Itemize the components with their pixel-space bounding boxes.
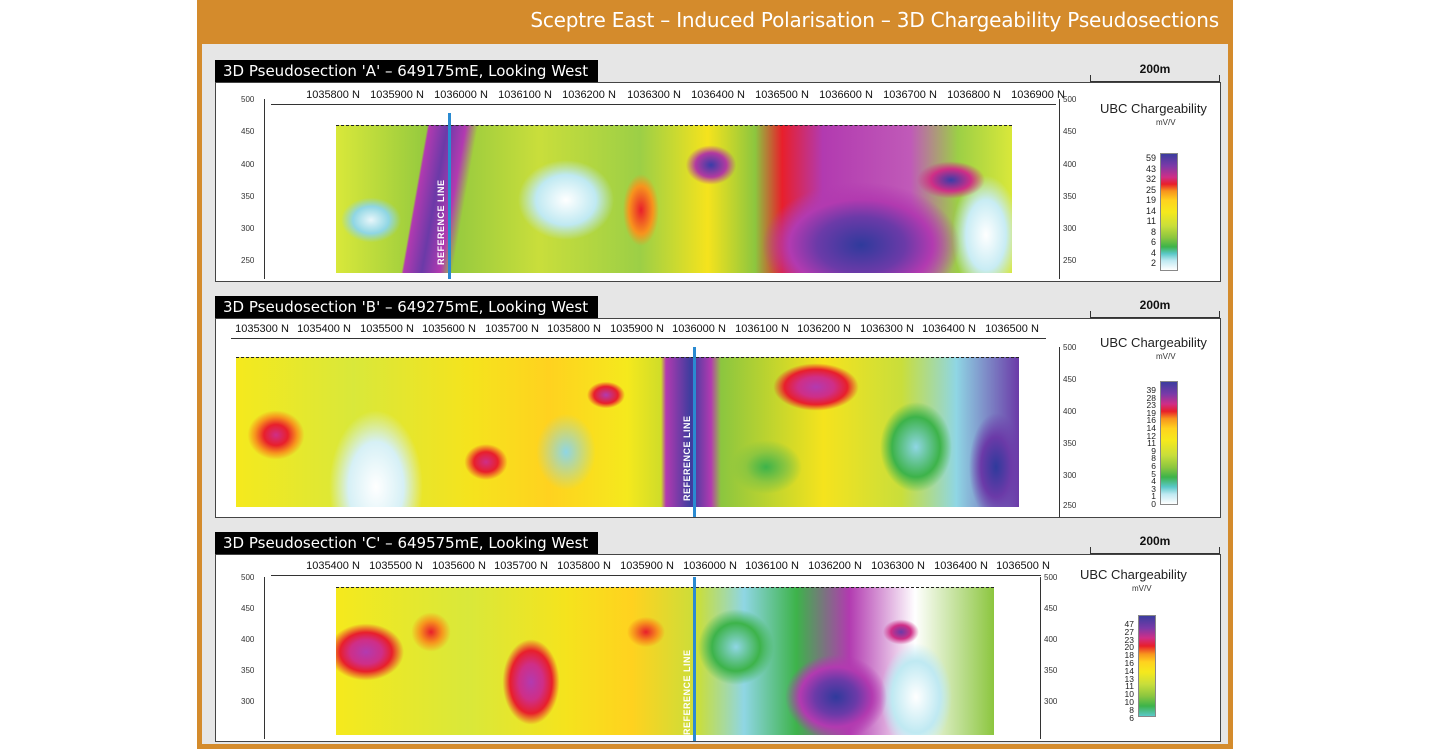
colorbar <box>1160 381 1178 505</box>
section-c: 3D Pseudosection 'C' – 649575mE, Looking… <box>210 532 1222 742</box>
reference-line-label: REFERENCE LINE <box>682 649 692 735</box>
scale-label: 200m <box>1139 298 1171 312</box>
y-axis-left <box>264 577 265 739</box>
y-axis-right <box>1059 99 1060 279</box>
section-b: 3D Pseudosection 'B' – 649275mE, Looking… <box>210 296 1222 518</box>
colorbar <box>1160 153 1178 271</box>
x-axis-ticks: 1035300 N 1035400 N 1035500 N 1035600 N 1035… <box>235 323 1039 335</box>
section-c-label: 3D Pseudosection 'C' – 649575mE, Looking… <box>215 532 599 554</box>
figure-frame: Sceptre East – Induced Polarisation – 3D… <box>197 0 1233 749</box>
scale-label: 200m <box>1139 62 1171 76</box>
figure-title: Sceptre East – Induced Polarisation – 3D… <box>530 8 1219 32</box>
reference-line <box>693 347 696 517</box>
y-axis-right <box>1059 347 1060 517</box>
section-a-label: 3D Pseudosection 'A' – 649175mE, Looking… <box>215 60 599 82</box>
legend-title: UBC Chargeability <box>1100 335 1207 350</box>
legend-unit: mV/V <box>1132 584 1152 593</box>
x-axis-ticks: 1035400 N 1035500 N 1035600 N 1035700 N 1035… <box>306 560 1050 572</box>
reference-line <box>448 113 451 279</box>
scale-bar: 200m <box>1090 62 1220 82</box>
colorbar-labels: 59 43 32 25 19 14 11 8 6 4 2 <box>1145 153 1156 268</box>
colorbar <box>1138 615 1156 717</box>
legend-unit: mV/V <box>1156 352 1176 361</box>
chargeability-plot-b <box>236 357 1019 507</box>
reference-line-label: REFERENCE LINE <box>682 415 692 501</box>
section-a: 3D Pseudosection 'A' – 649175mE, Looking… <box>210 60 1222 282</box>
legend-title: UBC Chargeability <box>1100 101 1207 116</box>
section-c-panel: 1035400 N 1035500 N 1035600 N 1035700 N 1035… <box>215 554 1221 742</box>
y-axis-left <box>264 99 265 279</box>
scale-bar: 200m <box>1090 298 1220 318</box>
section-b-label: 3D Pseudosection 'B' – 649275mE, Looking… <box>215 296 599 318</box>
figure-body: 3D Pseudosection 'A' – 649175mE, Looking… <box>202 44 1228 744</box>
legend-title: UBC Chargeability <box>1080 567 1187 582</box>
reference-line-label: REFERENCE LINE <box>436 179 446 265</box>
legend-unit: mV/V <box>1156 118 1176 127</box>
scale-label: 200m <box>1139 534 1171 548</box>
reference-line <box>693 577 696 741</box>
colorbar-labels: 47 27 23 20 18 16 14 13 11 10 10 8 6 <box>1124 619 1134 723</box>
y-axis-right <box>1040 577 1041 739</box>
x-axis-ticks: 1035800 N 1035900 N 1036000 N 1036100 N 1036… <box>306 89 1065 101</box>
chargeability-plot-c <box>336 587 994 735</box>
section-a-panel: 1035800 N 1035900 N 1036000 N 1036100 N 1036… <box>215 82 1221 282</box>
scale-bar: 200m <box>1090 534 1220 554</box>
colorbar-labels: 39 28 23 19 16 14 12 11 9 8 6 5 4 3 1 0 <box>1146 385 1156 509</box>
section-b-panel: 1035300 N 1035400 N 1035500 N 1035600 N 1035… <box>215 318 1221 518</box>
